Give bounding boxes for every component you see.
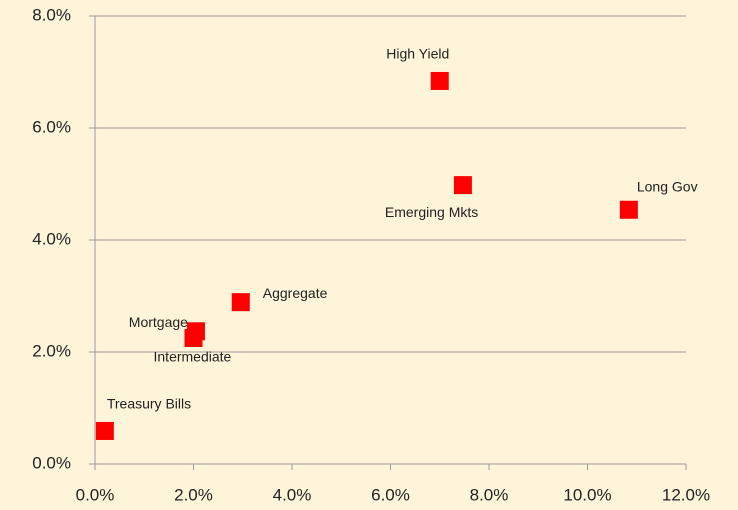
point-label: Mortgage bbox=[129, 314, 188, 330]
y-tick-label: 6.0% bbox=[32, 117, 71, 136]
y-tick-label: 8.0% bbox=[32, 5, 71, 24]
x-tick-label: 8.0% bbox=[470, 485, 509, 504]
point-label: Emerging Mkts bbox=[385, 204, 478, 220]
x-tick-label: 2.0% bbox=[174, 485, 213, 504]
point-label: High Yield bbox=[386, 46, 449, 62]
y-tick-label: 2.0% bbox=[32, 341, 71, 360]
point-label: Intermediate bbox=[154, 349, 232, 365]
x-tick-label: 4.0% bbox=[273, 485, 312, 504]
x-tick-label: 10.0% bbox=[563, 485, 611, 504]
x-tick-label: 6.0% bbox=[371, 485, 410, 504]
point-label: Aggregate bbox=[263, 285, 328, 301]
x-tick-label: 12.0% bbox=[662, 485, 710, 504]
y-tick-label: 4.0% bbox=[32, 229, 71, 248]
point-label: Treasury Bills bbox=[107, 396, 191, 412]
point bbox=[453, 176, 472, 195]
point bbox=[619, 200, 638, 219]
point bbox=[184, 329, 203, 347]
point bbox=[430, 71, 449, 90]
point-label: Long Gov bbox=[637, 178, 698, 194]
y-tick-label: 0.0% bbox=[32, 453, 71, 472]
x-tick-label: 0.0% bbox=[76, 485, 115, 504]
point bbox=[231, 293, 250, 312]
point bbox=[95, 421, 114, 440]
